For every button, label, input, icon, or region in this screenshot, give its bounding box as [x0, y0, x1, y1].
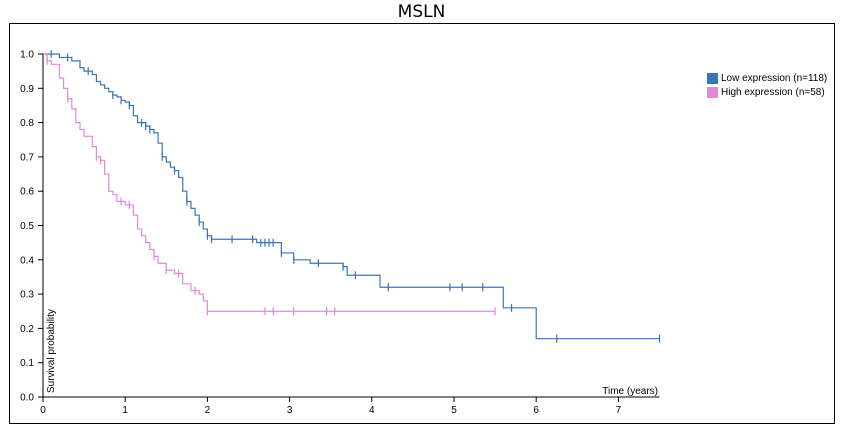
x-tick-label: 1 [122, 405, 128, 416]
km-curve-high [43, 53, 496, 312]
chart-title: MSLN [397, 2, 446, 22]
legend-swatch-high [707, 87, 718, 98]
y-tick-label: 0.0 [20, 393, 34, 404]
legend-item-low: Low expression (n=118) [707, 72, 827, 85]
y-tick-label: 0.8 [20, 118, 34, 129]
km-curve-low [43, 53, 660, 340]
y-tick-label: 0.7 [20, 152, 34, 163]
legend-swatch-low [707, 73, 718, 84]
x-tick-label: 7 [616, 405, 622, 416]
legend-item-high: High expression (n=58) [707, 86, 827, 99]
y-tick-label: 1.0 [20, 50, 34, 61]
chart-legend: Low expression (n=118) High expression (… [707, 72, 827, 100]
x-tick-label: 0 [40, 405, 46, 416]
y-tick-label: 0.9 [20, 84, 34, 95]
y-tick-label: 0.1 [20, 358, 34, 369]
x-tick-label: 5 [451, 405, 457, 416]
x-axis-label: Time (years) [602, 386, 658, 397]
legend-label-low: Low expression (n=118) [721, 73, 828, 84]
y-tick-label: 0.5 [20, 221, 34, 232]
y-tick-label: 0.6 [20, 187, 34, 198]
x-tick-label: 3 [287, 405, 293, 416]
y-tick-label: 0.2 [20, 324, 34, 335]
y-tick-label: 0.4 [20, 255, 34, 266]
x-tick-label: 4 [369, 405, 375, 416]
y-tick-label: 0.3 [20, 290, 34, 301]
x-tick-label: 2 [205, 405, 211, 416]
y-axis-label: Survival probability [46, 309, 57, 393]
x-tick-label: 6 [533, 405, 539, 416]
plot-frame [9, 23, 835, 424]
legend-label-high: High expression (n=58) [721, 87, 825, 98]
